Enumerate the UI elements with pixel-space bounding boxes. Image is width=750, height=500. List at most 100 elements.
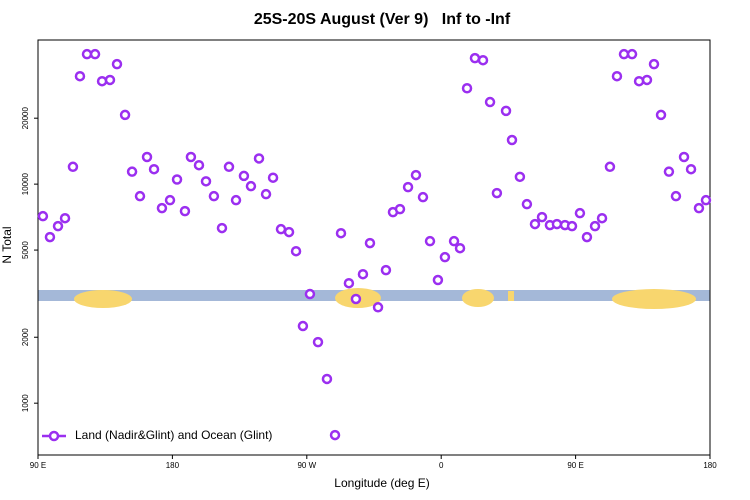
point	[432, 274, 444, 286]
x-tick-label: 90 E	[567, 461, 583, 470]
point	[521, 198, 533, 210]
point	[514, 171, 526, 183]
x-tick-label: 180	[166, 461, 180, 470]
point	[551, 218, 563, 230]
point	[37, 210, 49, 222]
point	[454, 242, 466, 254]
legend-marker	[48, 430, 60, 442]
point	[685, 163, 697, 175]
point	[335, 227, 347, 239]
land	[462, 289, 494, 307]
point	[663, 166, 675, 177]
point	[141, 151, 153, 163]
point	[267, 172, 279, 183]
point	[604, 161, 616, 173]
point	[350, 293, 362, 305]
point	[372, 302, 384, 313]
point	[655, 109, 667, 121]
point	[245, 180, 257, 192]
point	[312, 336, 324, 348]
land	[74, 290, 132, 308]
point	[283, 226, 295, 238]
point	[81, 48, 93, 60]
point	[275, 223, 287, 235]
point	[484, 96, 496, 108]
point	[357, 268, 369, 280]
x-tick-label: 90 W	[297, 461, 316, 470]
point	[67, 161, 79, 173]
x-axis-label: Longitude (deg E)	[334, 476, 429, 490]
point	[439, 251, 451, 263]
point	[700, 194, 712, 206]
point	[500, 105, 512, 117]
y-tick-label: 5000	[21, 241, 30, 259]
point	[193, 159, 205, 171]
point	[329, 429, 341, 441]
point	[678, 151, 690, 163]
land	[612, 289, 696, 309]
point	[581, 231, 593, 243]
point	[238, 170, 250, 182]
point	[589, 220, 601, 232]
point	[670, 190, 682, 202]
point	[461, 82, 473, 94]
point	[164, 194, 176, 206]
point	[96, 75, 108, 87]
x-tick-label: 180	[703, 461, 717, 470]
point	[448, 235, 460, 247]
point	[574, 207, 586, 219]
y-tick-label: 10000	[21, 172, 30, 195]
point	[566, 220, 578, 232]
point	[417, 191, 429, 203]
point	[148, 163, 160, 175]
point	[179, 205, 191, 217]
point	[477, 54, 489, 66]
point	[260, 188, 272, 200]
point	[618, 48, 630, 60]
point	[104, 74, 116, 86]
point	[185, 151, 197, 163]
point	[44, 231, 56, 243]
point	[641, 74, 653, 86]
point	[394, 203, 406, 215]
point	[253, 153, 265, 164]
y-tick-label: 2000	[21, 328, 30, 346]
point	[410, 169, 422, 181]
point	[611, 70, 623, 82]
x-tick-label: 0	[439, 461, 444, 470]
point	[343, 277, 355, 289]
point	[693, 202, 705, 214]
point	[216, 222, 228, 234]
y-tick-label: 1000	[21, 394, 30, 412]
point	[529, 218, 541, 230]
point	[304, 288, 316, 300]
point	[596, 212, 608, 224]
point	[111, 58, 123, 70]
point	[230, 194, 242, 206]
point	[52, 220, 64, 232]
point	[171, 174, 183, 185]
point	[321, 373, 333, 385]
y-tick-label: 20000	[21, 107, 30, 130]
point	[626, 48, 638, 60]
point	[364, 237, 376, 249]
point	[633, 75, 645, 87]
point	[536, 211, 548, 223]
point	[119, 109, 131, 121]
point	[200, 176, 212, 187]
point	[402, 181, 414, 193]
point	[74, 70, 86, 82]
point	[290, 245, 302, 257]
point	[469, 52, 481, 64]
point	[380, 264, 392, 276]
land	[508, 291, 514, 301]
point	[156, 202, 168, 214]
point	[648, 58, 660, 70]
y-axis-label: N Total	[0, 226, 14, 263]
point	[506, 134, 518, 146]
point	[208, 190, 220, 202]
point	[126, 166, 138, 177]
point	[89, 48, 101, 60]
point	[297, 320, 309, 332]
